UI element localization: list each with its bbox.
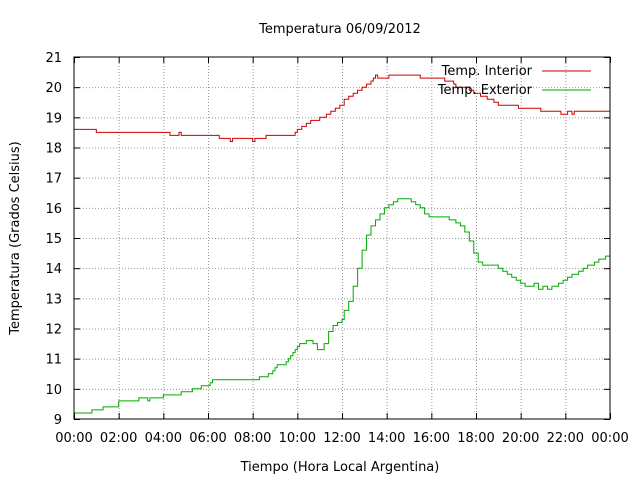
x-tick-label: 20:00 xyxy=(502,431,539,446)
x-tick-label: 16:00 xyxy=(413,431,450,446)
x-tick-label: 04:00 xyxy=(145,431,182,446)
series-line-interior xyxy=(74,74,610,142)
y-tick-label: 11 xyxy=(45,353,62,368)
y-tick-label: 17 xyxy=(45,172,62,187)
legend-label-interior: Temp. Interior xyxy=(441,64,533,79)
x-tick-label: 08:00 xyxy=(234,431,271,446)
x-axis-label: Tiempo (Hora Local Argentina) xyxy=(240,460,440,475)
legend-label-exterior: Temp. Exterior xyxy=(437,83,533,98)
x-tick-label: 12:00 xyxy=(323,431,360,446)
x-tick-label: 14:00 xyxy=(368,431,405,446)
y-tick-label: 21 xyxy=(45,51,62,66)
grid xyxy=(74,57,610,419)
y-tick-label: 10 xyxy=(45,383,62,398)
x-tick-labels: 00:00 02:00 04:00 06:00 08:00 10:00 12:00 14:00… xyxy=(55,431,628,446)
plot-frame xyxy=(73,56,611,420)
x-tick-label: 18:00 xyxy=(457,431,494,446)
x-tick-label: 10:00 xyxy=(279,431,316,446)
chart-title: Temperatura 06/09/2012 xyxy=(258,22,421,37)
series-line-exterior xyxy=(74,198,611,414)
y-tick-label: 16 xyxy=(45,202,62,217)
y-tick-label: 19 xyxy=(45,111,62,126)
y-tick-label: 9 xyxy=(54,413,62,428)
y-axis-label: Temperatura (Grados Celsius) xyxy=(8,141,23,335)
x-tick-label: 00:00 xyxy=(591,431,628,446)
y-tick-label: 18 xyxy=(45,142,62,157)
y-tick-labels: 9 10 11 12 13 14 15 16 17 18 19 20 21 xyxy=(45,51,62,428)
x-tick-label: 00:00 xyxy=(55,431,92,446)
series-lines xyxy=(74,74,611,414)
legend: Temp. Interior Temp. Exterior xyxy=(437,64,591,98)
y-tick-label: 13 xyxy=(45,292,62,307)
y-tick-label: 14 xyxy=(45,262,62,277)
y-tick-label: 15 xyxy=(45,232,62,247)
x-tick-label: 06:00 xyxy=(189,431,226,446)
x-tick-label: 22:00 xyxy=(547,431,584,446)
x-tick-label: 02:00 xyxy=(100,431,137,446)
y-tick-label: 12 xyxy=(45,323,62,338)
y-tick-label: 20 xyxy=(45,81,62,96)
